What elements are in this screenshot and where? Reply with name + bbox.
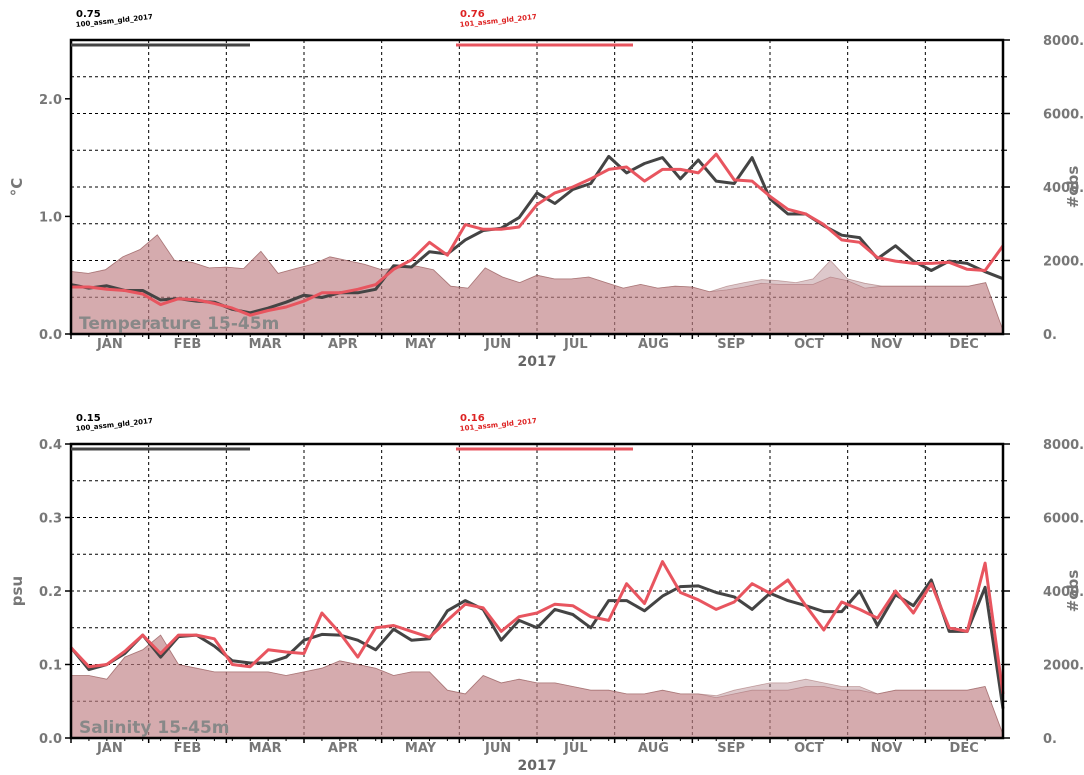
- x-tick-label: FEB: [174, 337, 202, 352]
- legend-value: 0.16: [460, 413, 485, 424]
- y2-tick-label: 8000.: [1043, 438, 1084, 453]
- x-tick-label: FEB: [174, 741, 202, 756]
- y-tick-label: 0.0: [39, 732, 62, 747]
- y2-tick-label: 2000.: [1043, 659, 1084, 674]
- y-tick-label: 2.0: [39, 93, 62, 108]
- x-tick-label: AUG: [638, 337, 669, 352]
- y-tick-label: 1.0: [39, 210, 62, 225]
- y-tick-label: 0.3: [39, 512, 62, 527]
- panel-title: Salinity 15-45m: [79, 718, 230, 738]
- x-tick-label: DEC: [950, 741, 979, 756]
- x-tick-label: NOV: [871, 337, 903, 352]
- temperature-panel: 0.0 1.0 2.0 0. 2000. 4000. 6000. 8000. JAN FEB MAR…: [8, 9, 1084, 370]
- x-tick-label: JUL: [563, 741, 588, 756]
- x-tick-label: JUN: [484, 741, 511, 756]
- x-tick-label: AUG: [638, 741, 669, 756]
- x-tick-label: JUL: [563, 337, 588, 352]
- series-line-101_assm_gld_2017: [69, 560, 1005, 695]
- y-tick-label: 0.2: [39, 585, 62, 600]
- y2-axis-title: #obs: [1064, 166, 1082, 209]
- x-tick-label: DEC: [950, 337, 979, 352]
- y2-tick-label: 4000.: [1043, 181, 1084, 196]
- x-tick-label: OCT: [794, 337, 824, 352]
- x-tick-label: MAR: [249, 741, 282, 756]
- x-tick-label: MAY: [405, 337, 437, 352]
- legend-value: 0.75: [76, 9, 101, 20]
- y-tick-label: 0.0: [39, 328, 62, 343]
- y-axis-title: psu: [8, 576, 26, 606]
- x-tick-label: SEP: [717, 337, 745, 352]
- y2-tick-label: 0.: [1043, 732, 1057, 747]
- x-tick-label: OCT: [794, 741, 824, 756]
- legend-value: 0.15: [76, 413, 101, 424]
- x-axis-title: 2017: [518, 758, 557, 774]
- obs-area-101_assm_gld_2017: [70, 634, 1004, 739]
- y-tick-label: 0.4: [39, 438, 62, 453]
- x-tick-label: MAY: [405, 741, 437, 756]
- y2-tick-label: 6000.: [1043, 512, 1084, 527]
- x-tick-label: JAN: [96, 741, 123, 756]
- salinity-panel: 0.0 0.1 0.2 0.3 0.4 0. 2000. 4000. 6000. 8000. JAN…: [8, 413, 1084, 774]
- x-axis-title: 2017: [518, 354, 557, 370]
- x-tick-label: MAR: [249, 337, 282, 352]
- x-tick-label: NOV: [871, 741, 903, 756]
- y2-tick-label: 0.: [1043, 328, 1057, 343]
- obs-area-101_assm_gld_2017: [70, 234, 1004, 335]
- y2-tick-label: 2000.: [1043, 255, 1084, 270]
- x-tick-label: APR: [328, 741, 358, 756]
- y2-tick-label: 6000.: [1043, 108, 1084, 123]
- panel-title: Temperature 15-45m: [79, 314, 279, 334]
- y-axis-title: °C: [8, 178, 26, 197]
- series-line-101_assm_gld_2017: [71, 152, 1005, 317]
- y2-axis-title: #obs: [1064, 570, 1082, 613]
- y2-tick-label: 8000.: [1043, 34, 1084, 49]
- y2-tick-label: 4000.: [1043, 585, 1084, 600]
- x-tick-label: APR: [328, 337, 358, 352]
- y-tick-label: 0.1: [39, 659, 62, 674]
- x-tick-label: JAN: [96, 337, 123, 352]
- x-tick-label: JUN: [484, 337, 511, 352]
- legend-value: 0.76: [460, 9, 485, 20]
- x-tick-label: SEP: [717, 741, 745, 756]
